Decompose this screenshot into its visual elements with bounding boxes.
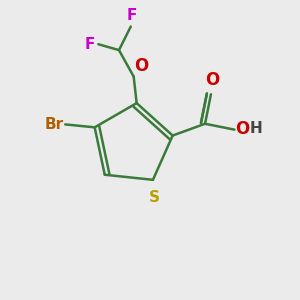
Text: S: S bbox=[149, 190, 160, 205]
Text: H: H bbox=[250, 121, 262, 136]
Text: O: O bbox=[205, 71, 220, 89]
Text: F: F bbox=[127, 8, 137, 23]
Text: O: O bbox=[235, 120, 249, 138]
Text: O: O bbox=[134, 57, 148, 75]
Text: Br: Br bbox=[45, 117, 64, 132]
Text: F: F bbox=[85, 37, 95, 52]
